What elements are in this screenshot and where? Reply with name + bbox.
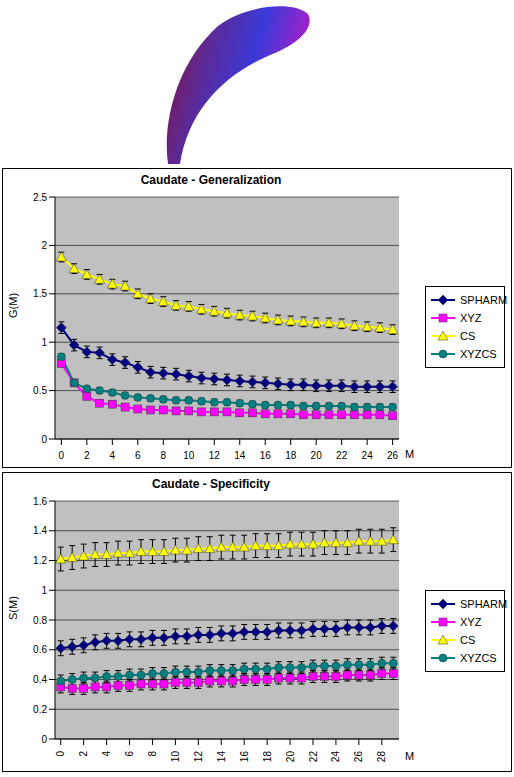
svg-text:22: 22: [308, 751, 319, 763]
svg-text:2: 2: [84, 450, 90, 461]
html-text:Caudate - Generalization: Caudate - Generalization: [140, 173, 282, 187]
html-text:XYZCS: XYZCS: [460, 652, 497, 664]
svg-text:10: 10: [183, 450, 195, 461]
svg-text:6: 6: [124, 751, 135, 757]
html-text:XYZCS: XYZCS: [460, 348, 497, 360]
html-text:CS: CS: [460, 634, 476, 646]
svg-text:1: 1: [41, 337, 47, 348]
svg-text:0.2: 0.2: [33, 704, 47, 715]
svg-text:14: 14: [234, 450, 246, 461]
html-text:SPHARM: SPHARM: [460, 294, 508, 306]
svg-text:12: 12: [193, 751, 204, 763]
svg-text:0.4: 0.4: [33, 674, 47, 685]
svg-text:G(M): G(M): [7, 293, 19, 318]
svg-text:0: 0: [41, 734, 47, 745]
svg-text:8: 8: [161, 450, 167, 461]
html-text:Caudate - Specificity: Caudate - Specificity: [152, 477, 270, 491]
svg-text:26: 26: [353, 751, 364, 763]
svg-text:0.8: 0.8: [33, 615, 47, 626]
svg-text:4: 4: [110, 450, 116, 461]
svg-text:0: 0: [41, 434, 47, 445]
svg-text:M: M: [405, 750, 414, 762]
svg-text:14: 14: [216, 751, 227, 763]
svg-text:2.5: 2.5: [33, 192, 47, 203]
svg-text:18: 18: [285, 450, 297, 461]
svg-text:20: 20: [285, 751, 296, 763]
svg-text:1: 1: [41, 585, 47, 596]
svg-text:2: 2: [78, 751, 89, 757]
svg-text:24: 24: [330, 751, 341, 763]
svg-text:16: 16: [239, 751, 250, 763]
svg-text:10: 10: [170, 751, 181, 763]
svg-text:20: 20: [311, 450, 323, 461]
svg-text:0: 0: [59, 450, 65, 461]
svg-text:6: 6: [135, 450, 141, 461]
svg-text:M: M: [405, 448, 414, 460]
svg-text:1.2: 1.2: [33, 555, 47, 566]
html-text:SPHARM: SPHARM: [460, 598, 508, 610]
svg-text:16: 16: [260, 450, 272, 461]
html-text:CS: CS: [460, 330, 476, 342]
svg-text:26: 26: [387, 450, 399, 461]
svg-text:1.6: 1.6: [33, 496, 47, 507]
svg-text:0: 0: [55, 751, 66, 757]
html-text:XYZ: XYZ: [460, 616, 482, 628]
svg-text:2: 2: [41, 240, 47, 251]
svg-text:22: 22: [336, 450, 348, 461]
svg-text:4: 4: [101, 751, 112, 757]
svg-text:S(M): S(M): [7, 596, 19, 620]
svg-text:1.4: 1.4: [33, 525, 47, 536]
html-text:XYZ: XYZ: [460, 312, 482, 324]
svg-text:0.5: 0.5: [33, 385, 47, 396]
svg-text:0.6: 0.6: [33, 644, 47, 655]
svg-text:18: 18: [262, 751, 273, 763]
svg-text:1.5: 1.5: [33, 288, 47, 299]
svg-text:12: 12: [209, 450, 221, 461]
svg-text:8: 8: [147, 751, 158, 757]
svg-text:28: 28: [376, 751, 387, 763]
svg-text:24: 24: [362, 450, 374, 461]
